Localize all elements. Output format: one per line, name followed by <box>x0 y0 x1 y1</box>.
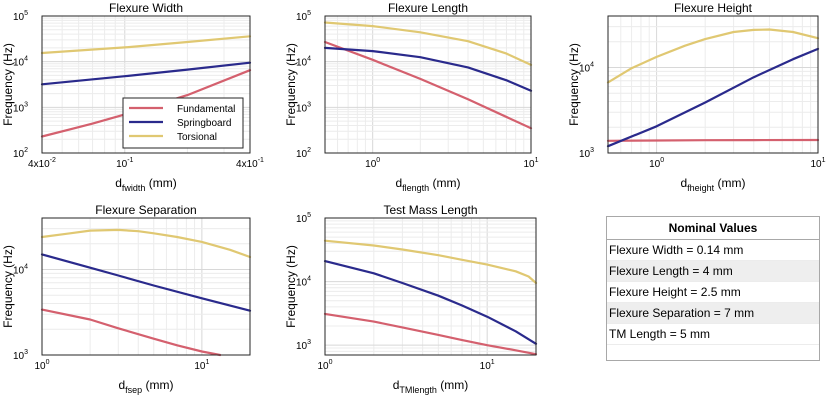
y-tick-label: 103 <box>13 101 28 114</box>
x-tick-label: 101 <box>194 359 209 372</box>
y-axis-label: Frequency (Hz) <box>284 43 298 126</box>
series-torsional <box>606 28 820 84</box>
y-tick-label: 103 <box>296 339 311 352</box>
series-torsional <box>323 239 538 285</box>
legend: Fundamental Springboard Torsional <box>122 97 244 149</box>
legend-label-fundamental: Fundamental <box>177 104 235 115</box>
nominal-row: Flexure Height = 2.5 mm <box>607 282 819 303</box>
x-tick-label: 100 <box>365 157 380 170</box>
series-fundamental <box>40 308 222 357</box>
plot-area <box>325 16 531 153</box>
chart-title: Flexure Length <box>388 1 468 15</box>
nominal-values-table: Nominal Values Flexure Width = 0.14 mm F… <box>606 216 820 361</box>
chart-p1: 4x10-2 10-1 4x10-1 102 103 104 105 Flexure Widt… <box>1 1 264 193</box>
series-fundamental <box>323 40 533 130</box>
y-tick-label: 105 <box>13 10 28 23</box>
series-torsional <box>40 228 252 259</box>
y-tick-label: 104 <box>13 263 28 276</box>
nominal-row: Flexure Length = 4 mm <box>607 261 819 282</box>
y-tick-label: 102 <box>13 147 28 160</box>
series-springboard <box>323 260 538 345</box>
axes-box <box>41 217 251 356</box>
series-springboard <box>323 46 533 92</box>
x-axis-label: dfheight (mm) <box>680 176 745 193</box>
y-tick-label: 105 <box>296 10 311 23</box>
x-axis-label: dflength (mm) <box>395 176 460 193</box>
nominal-row: Flexure Width = 0.14 mm <box>607 240 819 261</box>
y-tick-label: 104 <box>579 61 594 74</box>
axes-box <box>607 15 819 154</box>
chart-title: Flexure Separation <box>95 203 196 217</box>
axes-box <box>324 15 532 154</box>
series-fundamental <box>323 312 538 356</box>
axes-box <box>324 217 537 356</box>
y-tick-label: 103 <box>296 101 311 114</box>
chart-p4: 100 101 103 104 Flexure Separation dfsep (mm)… <box>1 203 252 395</box>
plot-area <box>42 218 250 355</box>
chart-p2: 100 101 102 103 104 105 Flexure Length dflength… <box>284 1 539 193</box>
chart-title: Flexure Width <box>109 1 183 15</box>
y-tick-label: 104 <box>296 56 311 69</box>
series-springboard <box>40 253 252 312</box>
legend-label-torsional: Torsional <box>177 132 217 143</box>
x-tick-label: 101 <box>810 157 825 170</box>
series-torsional <box>40 35 252 55</box>
chart-title: Flexure Height <box>674 1 753 15</box>
nominal-values-title: Nominal Values <box>607 217 819 240</box>
series-torsional <box>323 21 533 67</box>
chart-p3: 100 101 103 104 Flexure Height dfheight (mm) F… <box>567 1 826 193</box>
y-axis-label: Frequency (Hz) <box>567 43 581 126</box>
nominal-row: TM Length = 5 mm <box>607 324 819 345</box>
y-tick-label: 103 <box>579 147 594 160</box>
y-tick-label: 103 <box>13 349 28 362</box>
plot-area <box>608 16 818 153</box>
x-tick-label: 10-1 <box>116 157 133 170</box>
y-tick-label: 104 <box>296 276 311 289</box>
x-axis-label: dTMlength (mm) <box>393 378 469 395</box>
x-tick-label: 100 <box>317 359 332 372</box>
legend-label-springboard: Springboard <box>177 118 231 129</box>
series-springboard <box>606 47 820 148</box>
x-tick-label: 101 <box>480 359 495 372</box>
y-tick-label: 104 <box>13 56 28 69</box>
x-axis-label: dfwidth (mm) <box>115 176 177 193</box>
y-axis-label: Frequency (Hz) <box>1 43 15 126</box>
y-tick-label: 102 <box>296 147 311 160</box>
y-axis-label: Frequency (Hz) <box>284 245 298 328</box>
x-tick-label: 4x10-2 <box>28 157 56 170</box>
nominal-row: Flexure Separation = 7 mm <box>607 303 819 324</box>
series-springboard <box>40 61 252 86</box>
axes-box <box>41 15 251 154</box>
x-tick-label: 100 <box>34 359 49 372</box>
chart-p5: 100 101 103 104 105 Test Mass Length dTMlength… <box>284 203 538 395</box>
plot-area <box>325 218 536 355</box>
x-tick-label: 4x10-1 <box>236 157 264 170</box>
y-axis-label: Frequency (Hz) <box>1 245 15 328</box>
x-tick-label: 100 <box>649 157 664 170</box>
x-tick-label: 101 <box>523 157 538 170</box>
x-axis-label: dfsep (mm) <box>118 378 173 395</box>
series-fundamental <box>606 138 820 142</box>
y-tick-label: 105 <box>296 212 311 225</box>
chart-title: Test Mass Length <box>383 203 477 217</box>
